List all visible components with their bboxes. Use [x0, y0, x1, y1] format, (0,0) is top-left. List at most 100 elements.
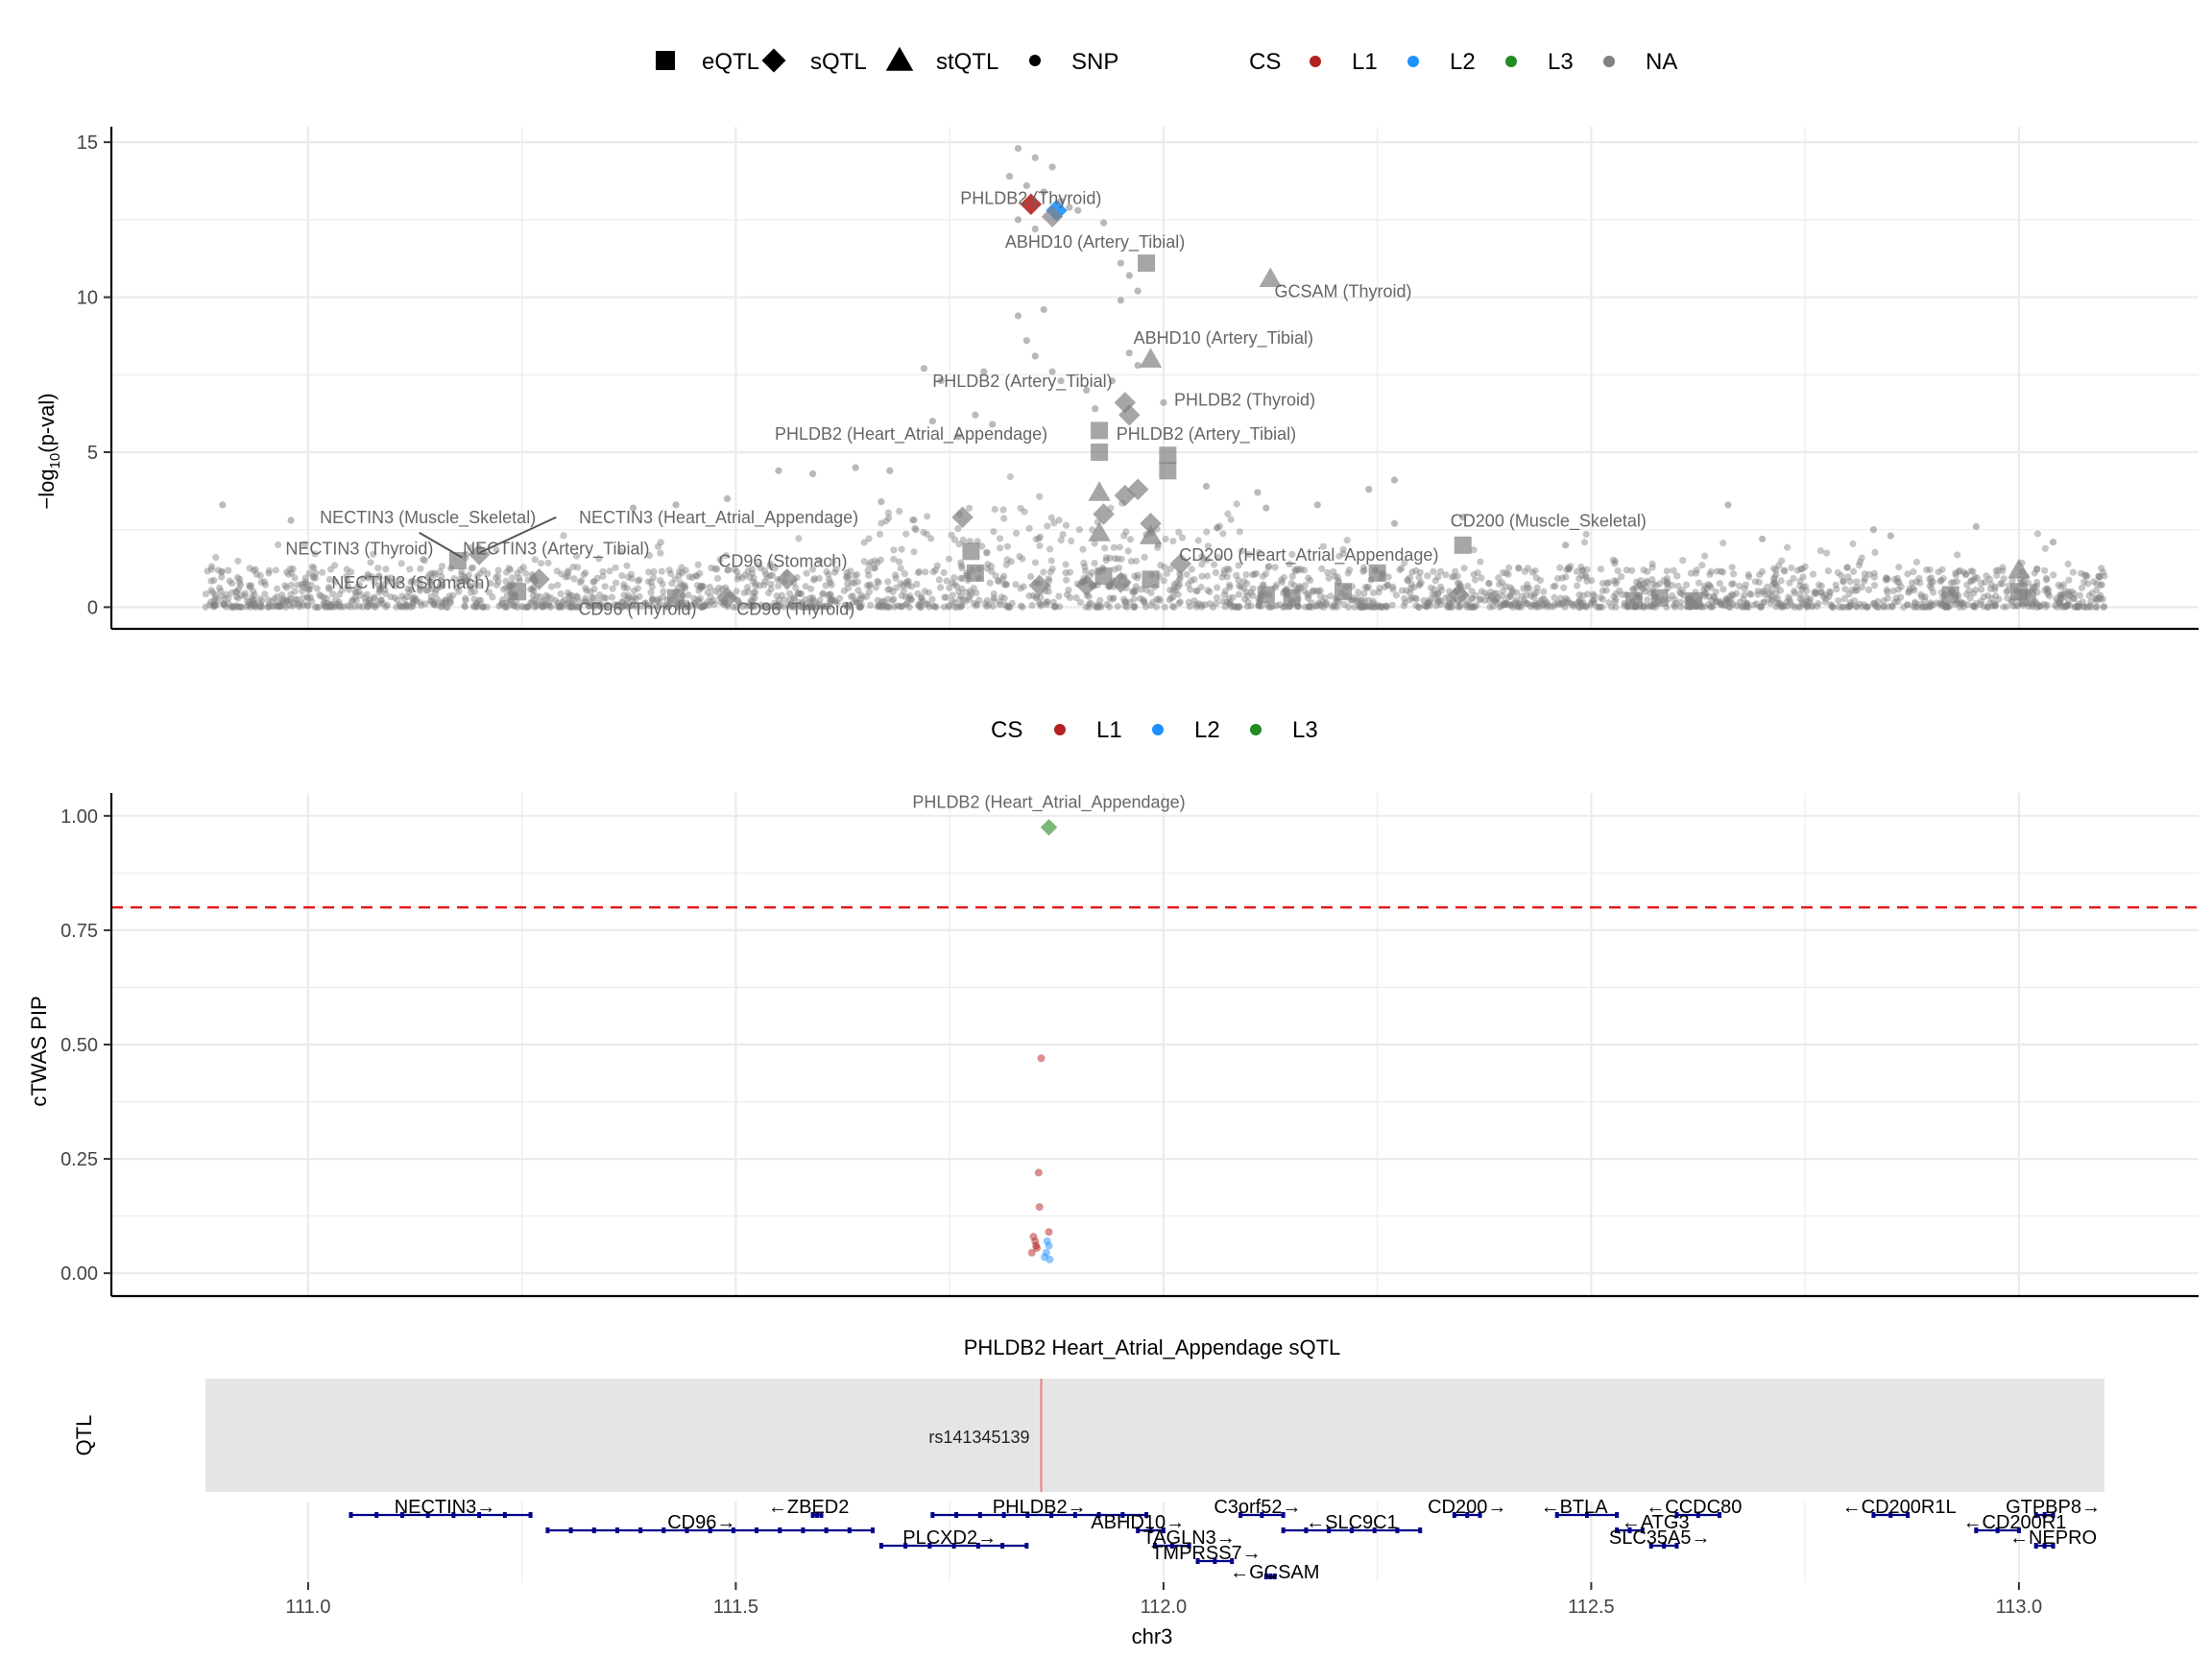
snp-point — [1384, 573, 1392, 581]
snp-point — [570, 575, 578, 583]
snp-point — [1532, 574, 1540, 582]
snp-point — [1245, 550, 1253, 559]
snp-point — [1741, 585, 1748, 592]
snp-point — [884, 603, 893, 611]
gene-label: ←BTLA — [1541, 1497, 1609, 1518]
snp-point — [509, 574, 517, 582]
snp-point — [1997, 580, 2005, 588]
snp-point — [596, 591, 604, 599]
snp-point — [903, 600, 911, 608]
snp-point — [618, 603, 626, 612]
snp-point — [890, 595, 898, 603]
snp-point — [1358, 599, 1365, 607]
snp-point — [1031, 154, 1039, 161]
snp-point — [1432, 595, 1440, 603]
snp-point — [864, 567, 872, 575]
snp-point — [1618, 573, 1625, 581]
snp-point — [1005, 173, 1014, 180]
snp-point — [941, 593, 949, 601]
snp-point — [1358, 603, 1365, 612]
gene-exon — [1187, 1543, 1191, 1549]
snp-point — [1799, 600, 1807, 608]
snp-point — [1543, 598, 1551, 607]
snp-point — [1888, 602, 1896, 610]
snp-point — [430, 600, 438, 608]
snp-point — [1551, 600, 1559, 608]
snp-point — [970, 599, 977, 608]
snp-point — [1280, 573, 1287, 582]
snp-point — [2085, 591, 2093, 600]
snp-point — [516, 577, 523, 585]
snp-point — [1958, 598, 1965, 606]
snp-point — [2045, 588, 2053, 595]
snp-point — [957, 574, 965, 583]
snp-point — [1733, 602, 1741, 610]
snp-point — [1036, 533, 1045, 541]
snp-point — [698, 603, 706, 611]
snp-point — [929, 568, 937, 576]
snp-point — [1267, 603, 1275, 612]
snp-point — [1075, 526, 1083, 534]
snp-point — [1757, 603, 1765, 611]
snp-point — [515, 574, 523, 582]
snp-point — [369, 573, 376, 581]
gene-exon — [870, 1527, 875, 1533]
snp-point — [1560, 584, 1568, 591]
snp-point — [554, 599, 562, 607]
snp-point — [1806, 597, 1814, 606]
snp-point — [641, 599, 649, 607]
snp-point — [775, 602, 782, 611]
snp-point — [473, 603, 481, 611]
snp-point — [294, 599, 302, 608]
snp-point — [1014, 144, 1022, 153]
snp-point — [1772, 589, 1780, 596]
snp-point — [285, 597, 293, 605]
snp-point — [905, 603, 913, 612]
qtl-marker-eqtl — [1334, 583, 1353, 601]
snp-point — [706, 583, 713, 591]
snp-point — [1002, 561, 1010, 568]
snp-point — [966, 593, 974, 601]
snp-point — [1506, 591, 1514, 599]
snp-point — [1719, 568, 1727, 576]
snp-point — [2092, 594, 2101, 603]
snp-point — [949, 579, 956, 587]
snp-point — [874, 596, 881, 605]
snp-point — [1494, 593, 1502, 602]
snp-point — [1175, 599, 1183, 607]
snp-point — [795, 589, 803, 597]
snp-point — [1648, 564, 1656, 571]
snp-point — [1967, 577, 1976, 585]
snp-point — [1575, 596, 1584, 604]
snp-point — [898, 545, 905, 553]
gene-label: ←NEPRO — [2009, 1527, 2097, 1549]
gene: ←ZBED2 — [768, 1497, 849, 1518]
snp-point — [731, 565, 738, 573]
gene-exon — [847, 1527, 852, 1533]
snp-point — [1521, 567, 1528, 575]
snp-point — [1853, 578, 1861, 586]
snp-point — [867, 558, 875, 566]
snp-point — [485, 589, 493, 596]
snp-point — [1032, 536, 1040, 543]
snp-point — [1044, 522, 1051, 530]
snp-point — [335, 590, 344, 598]
snp-point — [1334, 573, 1341, 581]
snp-point — [1936, 577, 1944, 586]
snp-point — [1423, 603, 1431, 611]
snp-point — [950, 536, 959, 543]
snp-point — [1304, 594, 1311, 602]
snp-point — [287, 590, 295, 598]
snp-point — [1826, 588, 1834, 595]
snp-point — [1644, 567, 1651, 576]
snp-point — [1511, 599, 1519, 607]
snp-point — [781, 596, 788, 604]
qtl-marker-eqtl — [1454, 536, 1472, 554]
snp-point — [1167, 594, 1175, 602]
snp-point — [1723, 598, 1731, 606]
snp-point — [1612, 589, 1620, 598]
snp-point — [1316, 587, 1324, 594]
snp-point — [228, 589, 235, 597]
snp-point — [795, 535, 803, 542]
snp-point — [2101, 603, 2108, 611]
